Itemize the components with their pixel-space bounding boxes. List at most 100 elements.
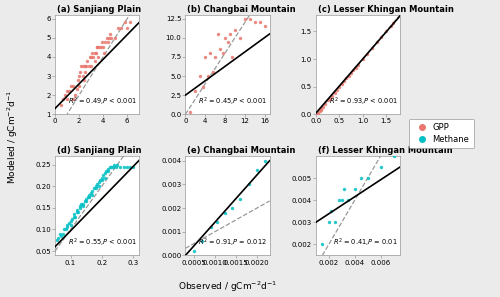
Point (52, 238, 60, 243)
Point (63, 89, 71, 94)
Point (72, 93, 80, 97)
Point (114, 26, 122, 31)
Point (93, 45, 101, 50)
Point (350, 68, 358, 72)
Point (241, 16, 249, 21)
Point (88, 51, 96, 56)
Point (114, 162, 122, 167)
Point (222, 211, 230, 215)
Point (57, 102, 65, 107)
Point (75, 74, 83, 78)
Point (59, 231, 67, 236)
Point (73, 210, 81, 214)
Point (201, 55, 209, 59)
Point (93, 45, 101, 50)
Point (78, 201, 86, 206)
Point (319, 105, 327, 110)
Point (64, 223, 72, 228)
Point (116, 165, 124, 169)
Point (90, 51, 98, 56)
Point (84, 64, 92, 69)
Point (104, 167, 112, 171)
Point (80, 78, 88, 82)
Point (228, 55, 236, 59)
Point (92, 184, 100, 189)
Point (94, 180, 102, 184)
Point (226, 31, 234, 36)
Point (86, 55, 94, 59)
Point (90, 55, 98, 59)
Point (76, 203, 84, 208)
Point (72, 87, 80, 92)
Point (389, 21, 397, 26)
Point (76, 70, 84, 75)
Point (110, 162, 118, 167)
Point (62, 227, 70, 232)
Point (72, 214, 80, 219)
Point (357, 176, 365, 181)
Point (313, 112, 321, 117)
Point (260, 24, 268, 29)
Point (56, 231, 64, 236)
Text: $R^2$ = 0.91,$P$ = 0.012: $R^2$ = 0.91,$P$ = 0.012 (198, 237, 267, 249)
Text: Modeled / gCm$^{-2}$d$^{-1}$: Modeled / gCm$^{-2}$d$^{-1}$ (6, 90, 20, 184)
Point (74, 78, 82, 82)
Point (122, 165, 130, 169)
Text: (d) Sanjiang Plain: (d) Sanjiang Plain (56, 146, 141, 155)
Point (253, 168, 261, 173)
Point (96, 177, 104, 182)
Point (372, 40, 380, 45)
Point (112, 165, 120, 169)
Text: (b) Changbai Mountain: (b) Changbai Mountain (187, 5, 296, 14)
Point (102, 169, 110, 173)
Point (78, 64, 86, 69)
Point (206, 51, 214, 56)
Point (340, 79, 348, 83)
Point (218, 51, 226, 56)
Point (70, 214, 78, 219)
Point (332, 220, 340, 225)
Point (347, 71, 355, 76)
Point (111, 35, 119, 40)
Point (66, 223, 74, 228)
Point (75, 83, 83, 88)
Point (250, 20, 258, 25)
Point (99, 45, 107, 50)
Point (340, 187, 348, 192)
Point (79, 201, 87, 206)
Point (108, 35, 116, 40)
Point (101, 175, 109, 180)
Point (69, 97, 77, 101)
Point (126, 165, 134, 169)
Point (78, 64, 86, 69)
Text: Observed / gCm$^{-2}$d$^{-1}$: Observed / gCm$^{-2}$d$^{-1}$ (178, 280, 277, 294)
Point (60, 97, 68, 101)
Point (65, 221, 73, 225)
Point (90, 186, 98, 191)
Point (101, 171, 109, 176)
Point (364, 51, 372, 56)
Point (82, 199, 90, 204)
Point (244, 182, 252, 187)
Point (82, 64, 90, 69)
Text: (a) Sanjiang Plain: (a) Sanjiang Plain (56, 5, 141, 14)
Point (98, 39, 106, 44)
Point (87, 55, 95, 59)
Point (224, 39, 232, 44)
Point (221, 35, 229, 40)
Point (344, 198, 352, 203)
Point (96, 45, 104, 50)
Point (216, 47, 224, 52)
Point (123, 26, 131, 31)
Point (66, 83, 74, 88)
Text: (c) Lesser Khingan Mountain: (c) Lesser Khingan Mountain (318, 5, 454, 14)
Point (325, 220, 333, 225)
Point (316, 108, 324, 112)
Point (208, 70, 216, 75)
Point (262, 158, 270, 163)
Point (350, 187, 358, 192)
Point (338, 81, 345, 86)
Point (73, 208, 81, 212)
Point (126, 20, 134, 25)
Legend: GPP, Methane: GPP, Methane (409, 119, 474, 148)
